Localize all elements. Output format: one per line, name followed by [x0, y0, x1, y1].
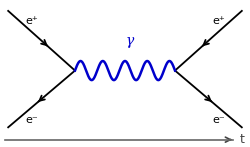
- Text: t: t: [240, 133, 245, 146]
- Text: e⁻: e⁻: [212, 115, 225, 125]
- FancyArrowPatch shape: [202, 40, 209, 46]
- Text: e⁺: e⁺: [25, 16, 38, 26]
- Text: e⁻: e⁻: [25, 115, 38, 125]
- FancyArrowPatch shape: [38, 96, 45, 102]
- Text: e⁺: e⁺: [212, 16, 225, 26]
- FancyArrowPatch shape: [41, 40, 48, 46]
- FancyArrowPatch shape: [225, 137, 231, 142]
- FancyArrowPatch shape: [205, 96, 212, 102]
- Text: γ: γ: [126, 34, 134, 48]
